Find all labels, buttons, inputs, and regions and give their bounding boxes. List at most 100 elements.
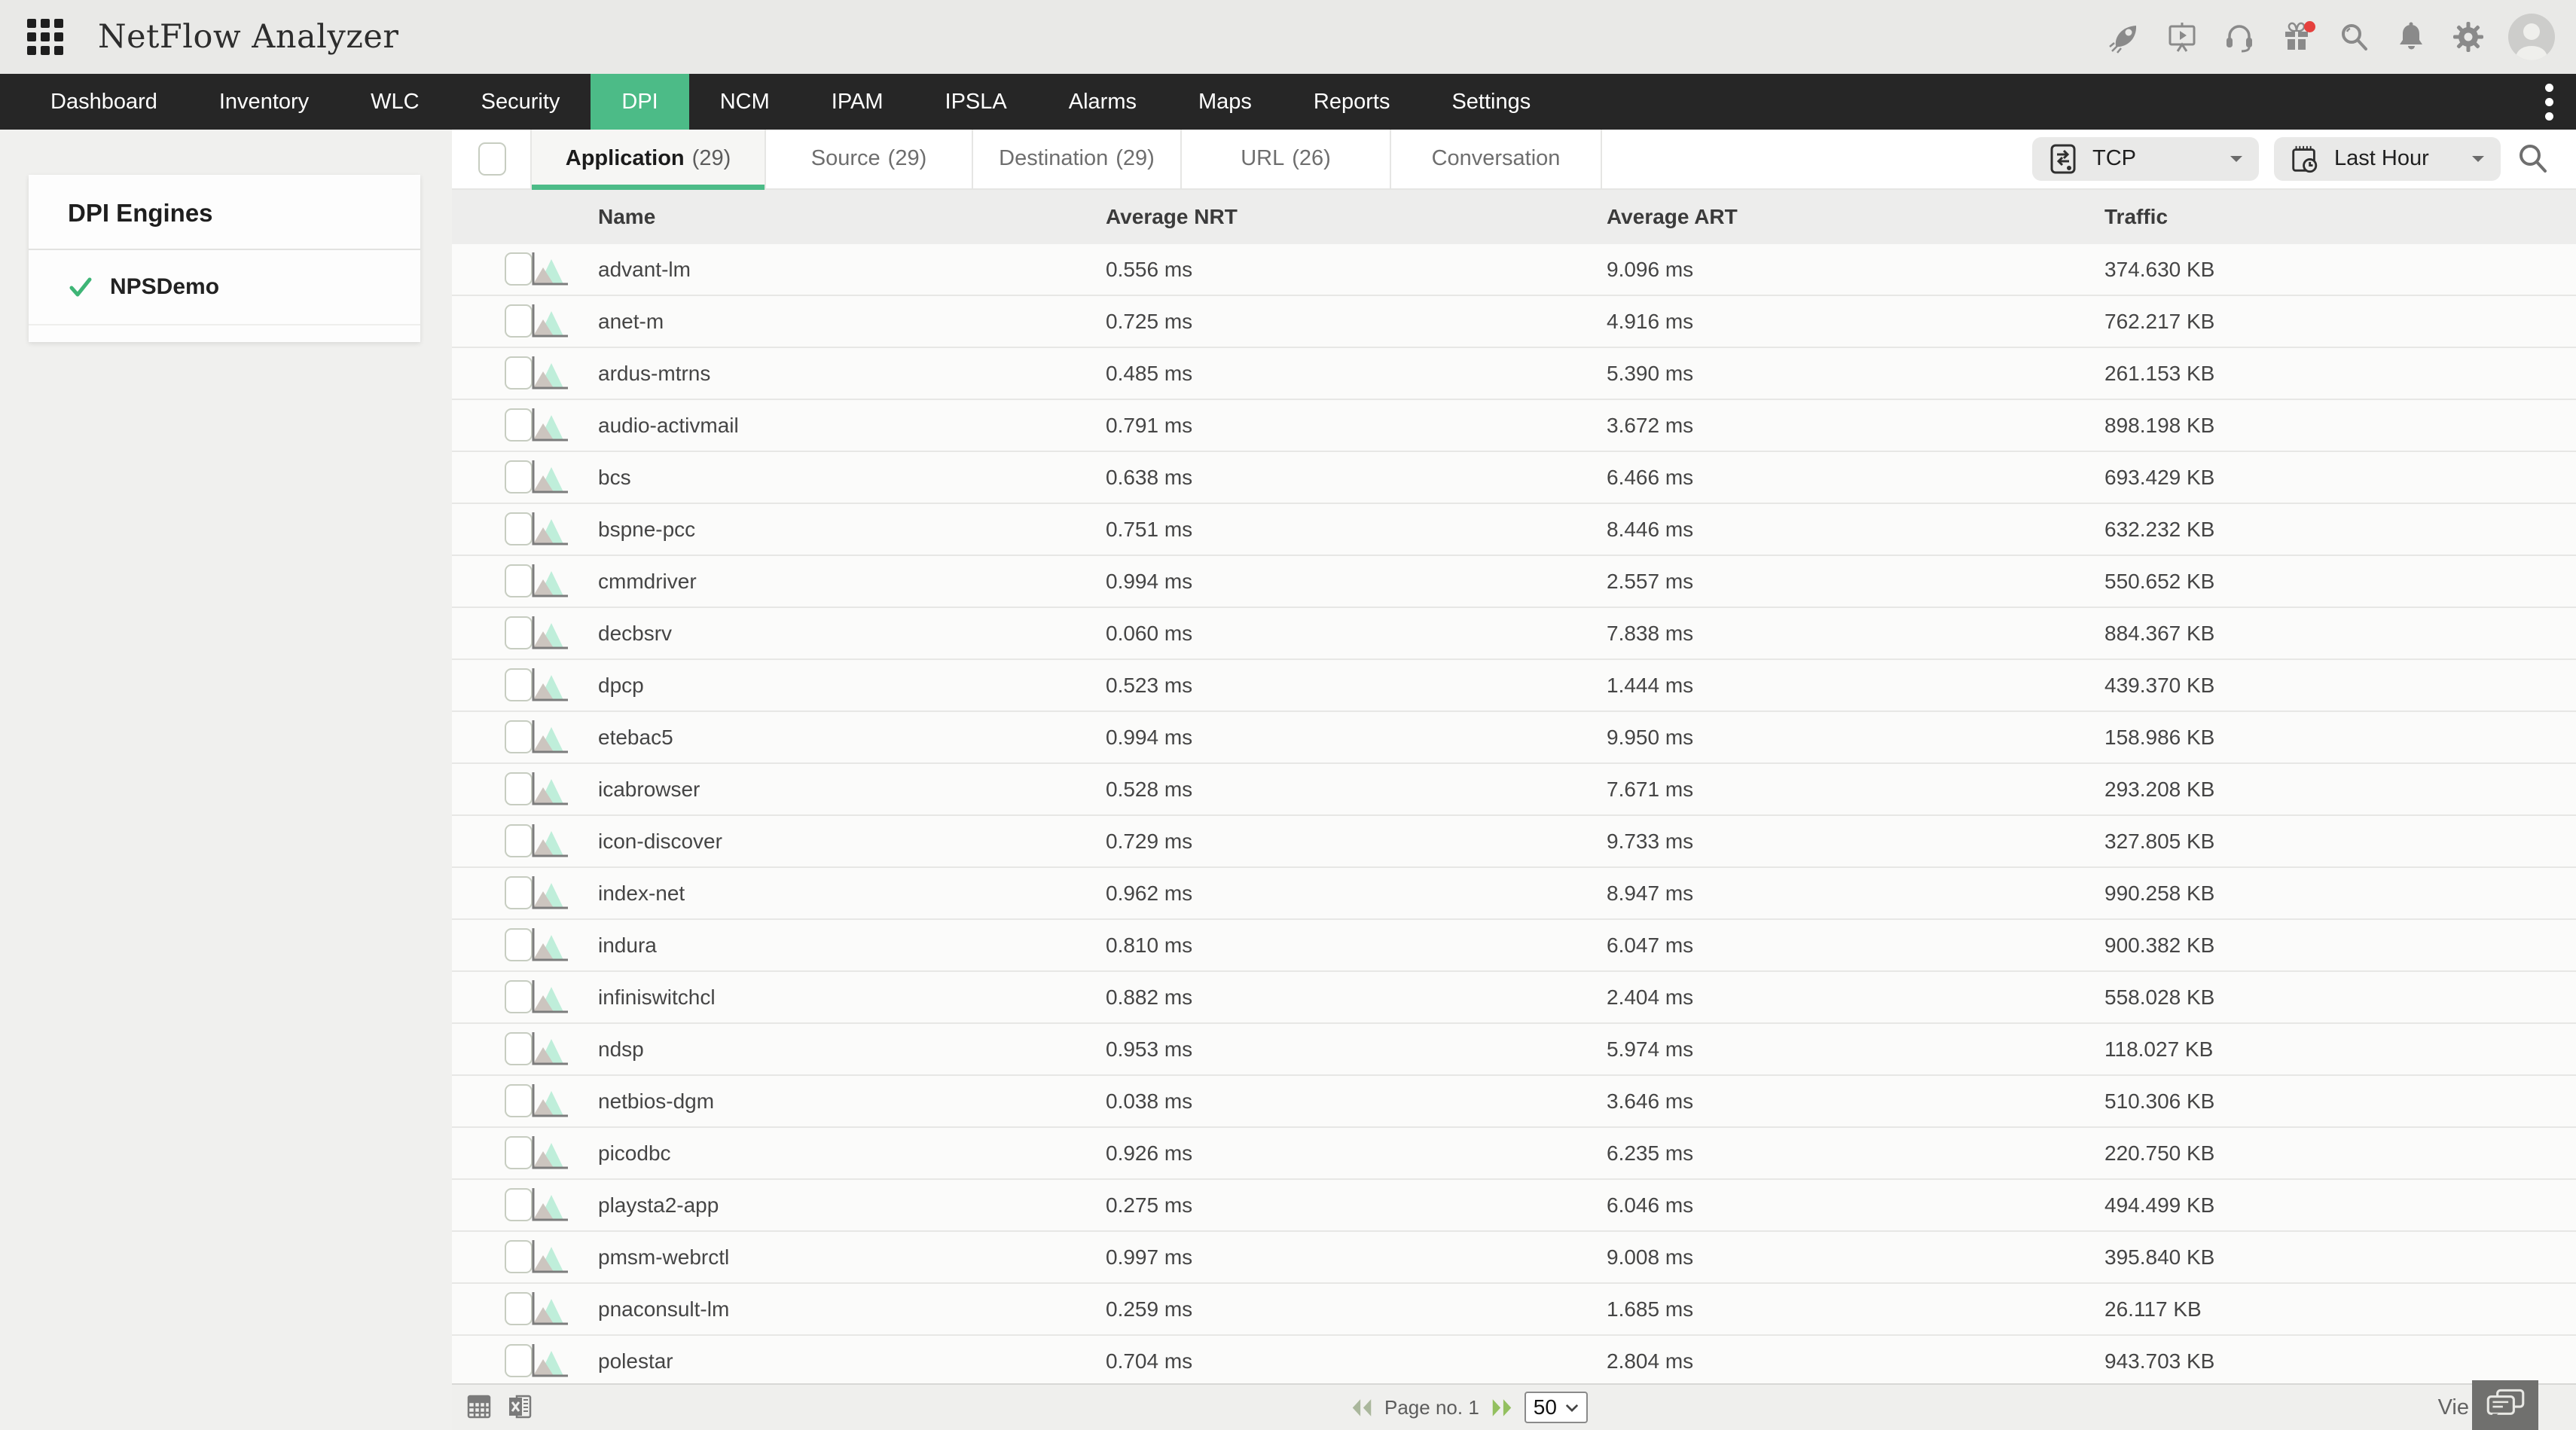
nav-item-dashboard[interactable]: Dashboard [50,90,157,114]
row-checkbox[interactable] [505,1343,533,1377]
nav-item-ipsla[interactable]: IPSLA [945,90,1007,114]
row-name[interactable]: anet-m [598,309,664,333]
support-headset-icon[interactable] [2222,20,2257,54]
row-name[interactable]: decbsrv [598,621,673,645]
row-checkbox[interactable] [505,356,533,390]
nav-item-reports[interactable]: Reports [1313,90,1390,114]
traffic-chart-icon[interactable] [527,561,571,600]
feedback-chat-button[interactable] [2472,1380,2538,1430]
traffic-chart-icon[interactable] [527,1029,571,1068]
row-name[interactable]: dpcp [598,673,644,697]
row-name[interactable]: picodbc [598,1141,671,1165]
demo-video-icon[interactable] [2165,20,2199,54]
tab-url[interactable]: URL (26) [1180,130,1390,188]
export-excel-icon[interactable] [506,1392,538,1423]
row-name[interactable]: etebac5 [598,725,673,749]
tab-conversation[interactable]: Conversation [1390,130,1602,188]
row-name[interactable]: index-net [598,881,685,905]
row-checkbox[interactable] [505,1031,533,1065]
row-checkbox[interactable] [505,564,533,597]
nav-item-alarms[interactable]: Alarms [1068,90,1137,114]
traffic-chart-icon[interactable] [527,353,571,393]
traffic-chart-icon[interactable] [527,1341,571,1380]
row-name[interactable]: advant-lm [598,257,691,281]
column-header-avg-art[interactable]: Average ART [1607,204,1738,228]
row-name[interactable]: infiniswitchcl [598,985,716,1009]
row-name[interactable]: icon-discover [598,829,722,853]
tab-source[interactable]: Source (29) [765,130,972,188]
time-range-dropdown[interactable]: Last Hour [2274,136,2501,181]
row-name[interactable]: cmmdriver [598,569,697,593]
protocol-dropdown[interactable]: TCP [2032,136,2259,181]
traffic-chart-icon[interactable] [527,613,571,652]
row-checkbox[interactable] [505,1239,533,1273]
row-name[interactable]: bcs [598,465,631,489]
traffic-chart-icon[interactable] [527,509,571,548]
nav-item-ipam[interactable]: IPAM [831,90,884,114]
row-checkbox[interactable] [505,1187,533,1221]
nav-item-maps[interactable]: Maps [1198,90,1252,114]
whats-new-gift-icon[interactable] [2279,20,2315,54]
column-header-name[interactable]: Name [598,204,656,228]
export-table-icon[interactable] [464,1392,496,1423]
column-header-avg-nrt[interactable]: Average NRT [1106,204,1238,228]
nav-overflow-kebab-icon[interactable] [2539,74,2559,130]
global-search-icon[interactable] [2336,20,2371,54]
row-name[interactable]: indura [598,933,657,957]
tab-application[interactable]: Application (29) [530,130,765,190]
row-name[interactable]: ndsp [598,1037,644,1061]
getting-started-rocket-icon[interactable] [2107,20,2142,54]
row-checkbox[interactable] [505,304,533,338]
tab-destination[interactable]: Destination (29) [972,130,1180,188]
traffic-chart-icon[interactable] [527,1289,571,1328]
traffic-chart-icon[interactable] [527,873,571,912]
select-all-checkbox[interactable] [478,142,506,176]
row-checkbox[interactable] [505,616,533,649]
row-checkbox[interactable] [505,823,533,857]
traffic-chart-icon[interactable] [527,1185,571,1224]
nav-item-settings[interactable]: Settings [1451,90,1531,114]
traffic-chart-icon[interactable] [527,1133,571,1172]
row-checkbox[interactable] [505,1291,533,1325]
traffic-chart-icon[interactable] [527,821,571,860]
page-size-select[interactable]: 50 [1524,1392,1588,1423]
row-checkbox[interactable] [505,460,533,493]
nav-item-inventory[interactable]: Inventory [218,90,310,114]
notifications-bell-icon[interactable] [2394,20,2428,54]
row-name[interactable]: playsta2-app [598,1193,719,1217]
table-search-icon[interactable] [2516,142,2550,176]
row-checkbox[interactable] [505,1135,533,1169]
row-name[interactable]: icabrowser [598,777,700,801]
user-avatar[interactable] [2508,14,2555,60]
traffic-chart-icon[interactable] [527,925,571,964]
row-checkbox[interactable] [505,720,533,753]
row-checkbox[interactable] [505,927,533,961]
nav-item-dpi[interactable]: DPI [591,74,689,130]
nav-item-ncm[interactable]: NCM [719,90,770,114]
row-checkbox[interactable] [505,875,533,909]
traffic-chart-icon[interactable] [527,665,571,704]
traffic-chart-icon[interactable] [527,977,571,1016]
traffic-chart-icon[interactable] [527,457,571,497]
traffic-chart-icon[interactable] [527,717,571,756]
traffic-chart-icon[interactable] [527,1237,571,1276]
previous-page-icon[interactable] [1350,1398,1374,1418]
traffic-chart-icon[interactable] [527,301,571,341]
row-name[interactable]: bspne-pcc [598,517,696,541]
row-checkbox[interactable] [505,668,533,701]
row-checkbox[interactable] [505,408,533,442]
traffic-chart-icon[interactable] [527,405,571,445]
row-name[interactable]: pmsm-webrctl [598,1245,730,1269]
row-name[interactable]: ardus-mtrns [598,361,711,385]
traffic-chart-icon[interactable] [527,769,571,808]
row-checkbox[interactable] [505,772,533,805]
nav-item-security[interactable]: Security [481,90,560,114]
traffic-chart-icon[interactable] [527,249,571,289]
row-checkbox[interactable] [505,512,533,545]
traffic-chart-icon[interactable] [527,1081,571,1120]
sidebar-item-npsdemo[interactable]: NPSDemo [29,250,420,325]
row-name[interactable]: audio-activmail [598,413,739,437]
row-checkbox[interactable] [505,252,533,286]
row-checkbox[interactable] [505,979,533,1013]
nav-item-wlc[interactable]: WLC [371,90,420,114]
